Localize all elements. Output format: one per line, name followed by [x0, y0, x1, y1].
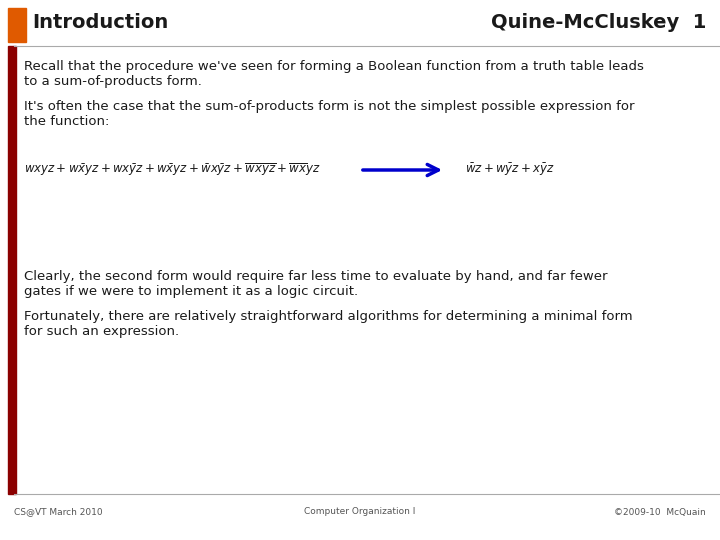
Text: to a sum-of-products form.: to a sum-of-products form.: [24, 75, 202, 88]
Text: $wxyz + w\bar{x}yz + wx\bar{y}z + w\bar{x}yz + \bar{w}x\bar{y}z + \overline{wxyz: $wxyz + w\bar{x}yz + wx\bar{y}z + w\bar{…: [24, 161, 320, 178]
Text: the function:: the function:: [24, 115, 109, 128]
Text: ©2009-10  McQuain: ©2009-10 McQuain: [614, 508, 706, 516]
Text: $\bar{w}z + w\bar{y}z + x\bar{y}z$: $\bar{w}z + w\bar{y}z + x\bar{y}z$: [465, 162, 554, 178]
Bar: [8, 8, 26, 42]
Text: It's often the case that the sum-of-products form is not the simplest possible e: It's often the case that the sum-of-prod…: [24, 100, 634, 113]
Text: Computer Organization I: Computer Organization I: [305, 508, 415, 516]
Text: CS@VT March 2010: CS@VT March 2010: [14, 508, 103, 516]
Text: for such an expression.: for such an expression.: [24, 325, 179, 338]
Text: Introduction: Introduction: [32, 12, 168, 31]
Text: Quine-McCluskey  1: Quine-McCluskey 1: [490, 12, 706, 31]
Text: Recall that the procedure we've seen for forming a Boolean function from a truth: Recall that the procedure we've seen for…: [24, 60, 644, 73]
Text: gates if we were to implement it as a logic circuit.: gates if we were to implement it as a lo…: [24, 285, 358, 298]
Text: Fortunately, there are relatively straightforward algorithms for determining a m: Fortunately, there are relatively straig…: [24, 310, 633, 323]
Bar: [8, 46, 16, 494]
Text: Clearly, the second form would require far less time to evaluate by hand, and fa: Clearly, the second form would require f…: [24, 270, 608, 283]
